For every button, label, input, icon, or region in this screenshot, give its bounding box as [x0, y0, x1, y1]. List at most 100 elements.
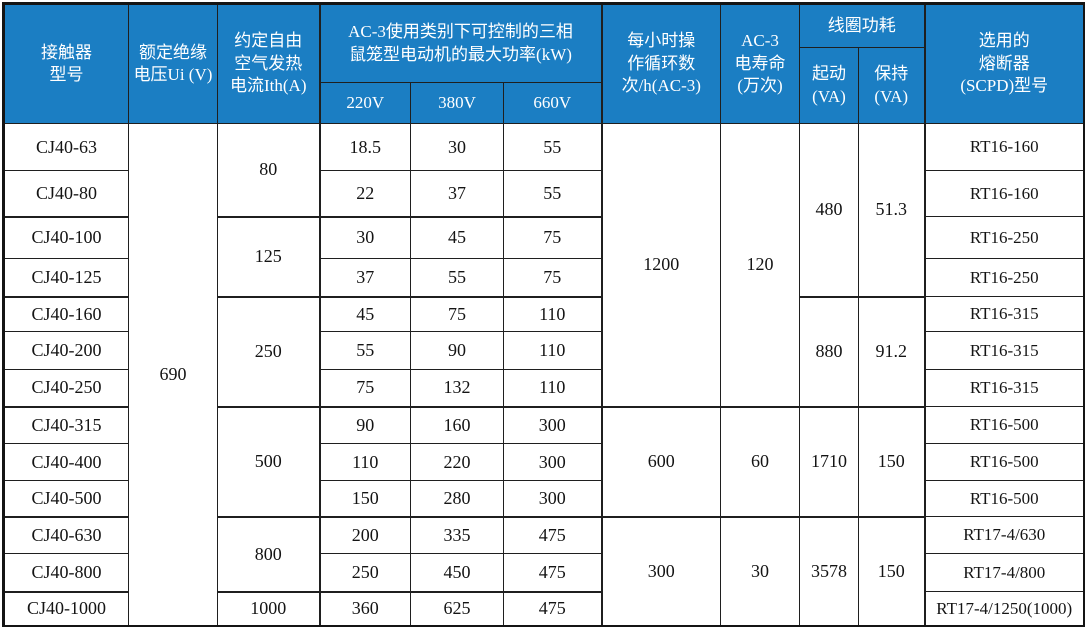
ith-cell: 80 [217, 123, 320, 217]
power-660v-cell: 475 [503, 515, 602, 554]
power-380v-cell: 335 [410, 515, 504, 554]
table-body: CJ40-63 690 80 18.5 30 55 1200 120 480 5… [3, 123, 1085, 627]
power-380v-cell: 280 [410, 480, 504, 517]
fuse-cell: RT16-160 [923, 170, 1085, 217]
ith-cell: 1000 [217, 590, 320, 627]
table-row: CJ40-500 150 280 300 RT16-500 [3, 480, 1085, 517]
cycles-cell: 1200 [600, 123, 721, 407]
header-fuse: 选用的 熔断器 (SCPD)型号 [923, 3, 1085, 124]
coil-hold-cell: 91.2 [858, 295, 925, 407]
table-row: CJ40-63 690 80 18.5 30 55 1200 120 480 5… [3, 123, 1085, 627]
power-660v-cell: 75 [503, 215, 602, 259]
table-row: CJ40-630 800 200 335 475 300 30 3578 150… [3, 515, 1085, 627]
model-cell: CJ40-125 [3, 258, 129, 297]
power-380v-cell: 132 [410, 369, 504, 407]
model-cell: CJ40-200 [3, 331, 129, 370]
power-660v-cell: 300 [503, 443, 602, 481]
table-row: CJ40-125 37 55 75 RT16-250 [3, 258, 1085, 297]
ith-cell: 250 [217, 295, 320, 407]
table-row: CJ40-1000 1000 360 625 475 RT17-4/1250(1… [3, 590, 1085, 627]
power-220v-cell: 37 [318, 258, 411, 297]
fuse-cell: RT17-4/630 [923, 516, 1085, 554]
model-cell: CJ40-315 [3, 405, 129, 444]
power-380v-cell: 220 [410, 443, 504, 481]
model-cell: CJ40-250 [3, 369, 129, 407]
cycles-cell: 600 [600, 405, 721, 517]
header-380v: 380V [410, 82, 504, 124]
header-660v: 660V [503, 82, 602, 124]
header-model: 接触器 型号 [3, 3, 129, 124]
table-row: CJ40-80 22 37 55 RT16-160 [3, 170, 1085, 217]
table-row: CJ40-400 110 220 300 RT16-500 [3, 443, 1085, 481]
fuse-cell: RT16-250 [923, 258, 1085, 297]
power-220v-cell: 360 [318, 590, 411, 627]
power-660v-cell: 300 [503, 480, 602, 517]
model-cell: CJ40-160 [3, 295, 129, 332]
ith-cell: 125 [217, 215, 320, 297]
ith-cell: 500 [217, 405, 320, 517]
model-cell: CJ40-80 [3, 170, 129, 217]
voltage-cell: 690 [128, 123, 218, 627]
coil-start-cell: 3578 [799, 515, 859, 627]
life-cell: 120 [720, 123, 800, 407]
table-row: CJ40-160 250 45 75 110 880 91.2 RT16-315 [3, 295, 1085, 407]
power-220v-cell: 55 [318, 331, 411, 370]
power-380v-cell: 625 [410, 590, 504, 627]
model-cell: CJ40-100 [3, 215, 129, 259]
header-ith: 约定自由 空气发热 电流Ith(A) [217, 3, 320, 124]
power-380v-cell: 75 [410, 295, 504, 332]
header-coil-hold: 保持 (VA) [858, 47, 925, 124]
table-row: CJ40-800 250 450 475 RT17-4/800 [3, 553, 1085, 592]
power-380v-cell: 450 [410, 553, 504, 592]
power-660v-cell: 110 [503, 331, 602, 370]
power-220v-cell: 45 [318, 295, 411, 332]
header-life: AC-3 电寿命 (万次) [720, 3, 800, 124]
fuse-cell: RT16-250 [923, 216, 1085, 259]
power-220v-cell: 90 [318, 405, 411, 444]
model-cell: CJ40-400 [3, 443, 129, 481]
header-power-group: AC-3使用类别下可控制的三相 鼠笼型电动机的最大功率(kW) [318, 3, 602, 83]
coil-hold-cell: 51.3 [858, 123, 925, 297]
model-cell: CJ40-63 [3, 123, 129, 171]
power-660v-cell: 75 [503, 258, 602, 297]
power-660v-cell: 110 [503, 295, 602, 332]
power-380v-cell: 160 [410, 405, 504, 444]
fuse-cell: RT17-4/800 [923, 553, 1085, 592]
power-660v-cell: 110 [503, 369, 602, 407]
fuse-cell: RT16-160 [923, 123, 1085, 171]
header-cycles: 每小时操 作循环数 次/h(AC-3) [600, 3, 721, 124]
header-coil-start: 起动 (VA) [799, 47, 859, 124]
power-220v-cell: 250 [318, 553, 411, 592]
coil-hold-cell: 150 [858, 405, 925, 517]
table-row: CJ40-100 125 30 45 75 RT16-250 [3, 215, 1085, 297]
power-380v-cell: 90 [410, 331, 504, 370]
power-660v-cell: 55 [503, 123, 602, 171]
fuse-cell: RT16-500 [923, 406, 1085, 444]
power-220v-cell: 22 [318, 170, 411, 217]
power-380v-cell: 37 [410, 170, 504, 217]
ith-cell: 800 [217, 515, 320, 592]
power-660v-cell: 475 [503, 553, 602, 592]
power-380v-cell: 30 [410, 123, 504, 171]
fuse-cell: RT16-315 [923, 331, 1085, 370]
power-660v-cell: 300 [503, 405, 602, 444]
table-row: CJ40-315 500 90 160 300 600 60 1710 150 … [3, 405, 1085, 517]
power-220v-cell: 30 [318, 215, 411, 259]
coil-start-cell: 880 [799, 295, 859, 407]
fuse-cell: RT16-500 [923, 443, 1085, 481]
life-cell: 60 [720, 405, 800, 517]
fuse-cell: RT16-315 [923, 296, 1085, 332]
coil-hold-cell: 150 [858, 515, 925, 627]
power-220v-cell: 200 [318, 515, 411, 554]
life-cell: 30 [720, 515, 800, 627]
power-380v-cell: 45 [410, 215, 504, 259]
power-380v-cell: 55 [410, 258, 504, 297]
table-row: CJ40-250 75 132 110 RT16-315 [3, 369, 1085, 407]
cycles-cell: 300 [600, 515, 721, 627]
model-cell: CJ40-1000 [3, 590, 129, 627]
power-660v-cell: 475 [503, 590, 602, 627]
table-header: 接触器 型号 额定绝缘 电压Ui (V) 约定自由 空气发热 电流Ith(A) … [3, 3, 1085, 124]
coil-start-cell: 480 [799, 123, 859, 297]
